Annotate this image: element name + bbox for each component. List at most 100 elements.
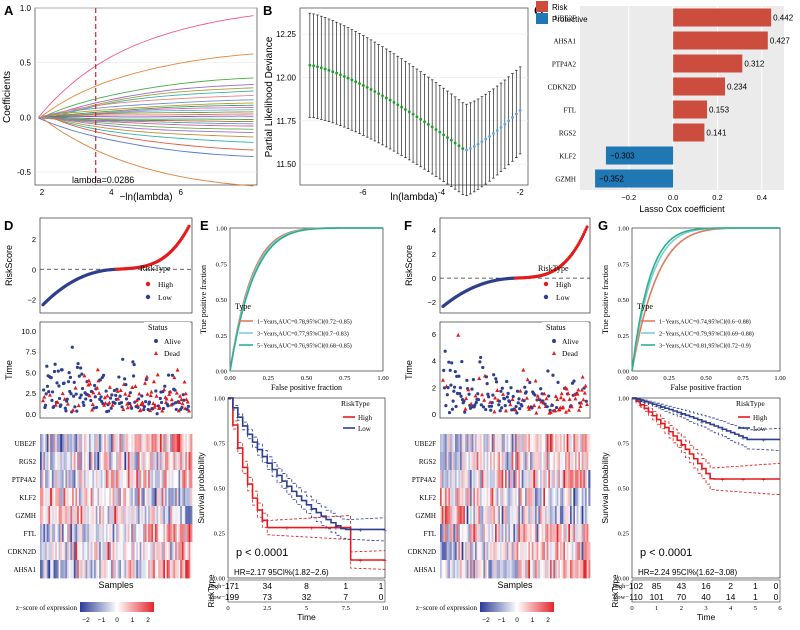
heatmap-cell (166, 434, 169, 453)
heatmap-cell (87, 524, 90, 543)
deviance-point (499, 125, 503, 129)
b-ytick-label: 12.00 (276, 73, 297, 82)
heatmap-cell (124, 434, 127, 453)
heatmap-cell (528, 470, 531, 489)
roc-xtick-label: 0.00 (626, 375, 637, 382)
heatmap-cell (73, 542, 76, 561)
heatmap-cell (478, 542, 481, 561)
heatmap-cell (85, 524, 88, 543)
heatmap-cell (491, 506, 494, 525)
heatmap-cell (46, 452, 49, 471)
heatmap-cell (43, 452, 46, 471)
heatmap-cell (471, 506, 474, 525)
alive-marker (136, 405, 140, 410)
heatmap-cell (40, 506, 43, 525)
heatmap-cell (545, 506, 548, 525)
heatmap-cell (82, 434, 85, 453)
alive-marker (50, 398, 54, 403)
heatmap-cell (525, 452, 528, 471)
heatmap-cell (83, 488, 86, 507)
roc-xtick-label: 0.25 (263, 375, 274, 382)
alive-marker (442, 368, 446, 372)
heatmap-cell (460, 488, 463, 507)
heatmap-cell (536, 488, 539, 507)
heatmap-cell (570, 560, 573, 579)
heatmap-cell (583, 470, 586, 489)
heatmap-cell (441, 506, 444, 525)
heatmap-gene-label: AHSA1 (413, 566, 436, 574)
dead-marker (148, 408, 153, 413)
heatmap-cell (528, 452, 531, 471)
heatmap-cell (495, 524, 498, 543)
heatmap-cell (483, 524, 486, 543)
km-ytick-label: 0.25 (618, 531, 629, 538)
heatmap-cell (95, 560, 98, 579)
heatmap-cell (175, 452, 178, 471)
deviance-point (442, 133, 446, 137)
heatmap-cell (455, 488, 458, 507)
heatmap-cell (451, 434, 454, 453)
heatmap-cell (535, 506, 538, 525)
heatmap-cell (576, 470, 579, 489)
heatmap-cell (441, 434, 444, 453)
heatmap-cell (168, 524, 171, 543)
dead-marker (103, 400, 108, 405)
heatmap-cell (158, 542, 161, 561)
heatmap-cell (180, 560, 183, 579)
heatmap-cell (550, 524, 553, 543)
heatmap-cell (164, 524, 168, 543)
heatmap-cell (58, 542, 61, 561)
heatmap-cell (116, 452, 119, 471)
heatmap-cell (588, 452, 591, 471)
heatmap-cell (132, 470, 135, 489)
heatmap-cell (555, 560, 558, 579)
heatmap-cell (501, 470, 504, 489)
heatmap-cell (463, 452, 466, 471)
heatmap-cell (471, 470, 474, 489)
a-xtick-label: 6 (178, 188, 183, 197)
heatmap-cell (563, 434, 566, 453)
heatmap-cell (104, 434, 107, 453)
risk-table-row-label: Low− (209, 594, 225, 601)
legend-risk-label: Risk (552, 3, 569, 12)
heatmap-cell (508, 506, 511, 525)
dead-marker (95, 367, 100, 372)
deviance-point (354, 80, 358, 84)
heatmap-cell (82, 506, 85, 525)
a-ytick-label: -0.5 (17, 168, 31, 177)
roc-xtick-label: 0.75 (737, 375, 748, 382)
heatmap-cell (565, 560, 568, 579)
heatmap-cell (132, 524, 135, 543)
alive-marker (130, 406, 134, 410)
alive-marker (528, 380, 532, 385)
coefficient-path (49, 117, 254, 123)
alive-marker (89, 398, 93, 403)
heatmap-cell (543, 524, 546, 543)
heatmap-cell (458, 560, 461, 579)
heatmap-cell (463, 506, 466, 525)
heatmap-cell (501, 452, 504, 471)
heatmap-cell (51, 452, 54, 471)
heatmap-cell (578, 524, 581, 543)
heatmap-cell (540, 524, 543, 543)
heatmap-cell (144, 488, 147, 507)
heatmap-cell (114, 524, 117, 543)
heatmap-cell (458, 524, 461, 543)
roc-xlabel: False positive fraction (670, 383, 741, 392)
heatmap-cell (498, 488, 501, 507)
roc-ylabel: True positive fraction (199, 265, 208, 334)
heatmap-cell (185, 452, 188, 471)
heatmap-cell (41, 560, 44, 579)
deviance-point (434, 128, 438, 131)
roc-xlabel: False positive fraction (271, 383, 342, 392)
heatmap-cell (550, 488, 553, 507)
heatmap-gene-label: PTP4A2 (12, 476, 37, 484)
heatmap-cell (87, 560, 90, 579)
heatmap-cell (470, 542, 473, 561)
alive-marker (517, 397, 521, 401)
b-ylabel: Partial Likelihood Deviance (264, 36, 275, 157)
heatmap-cell (121, 524, 124, 543)
heatmap-cell (43, 506, 46, 525)
dead-marker (125, 405, 130, 410)
heatmap-cell (468, 434, 471, 453)
